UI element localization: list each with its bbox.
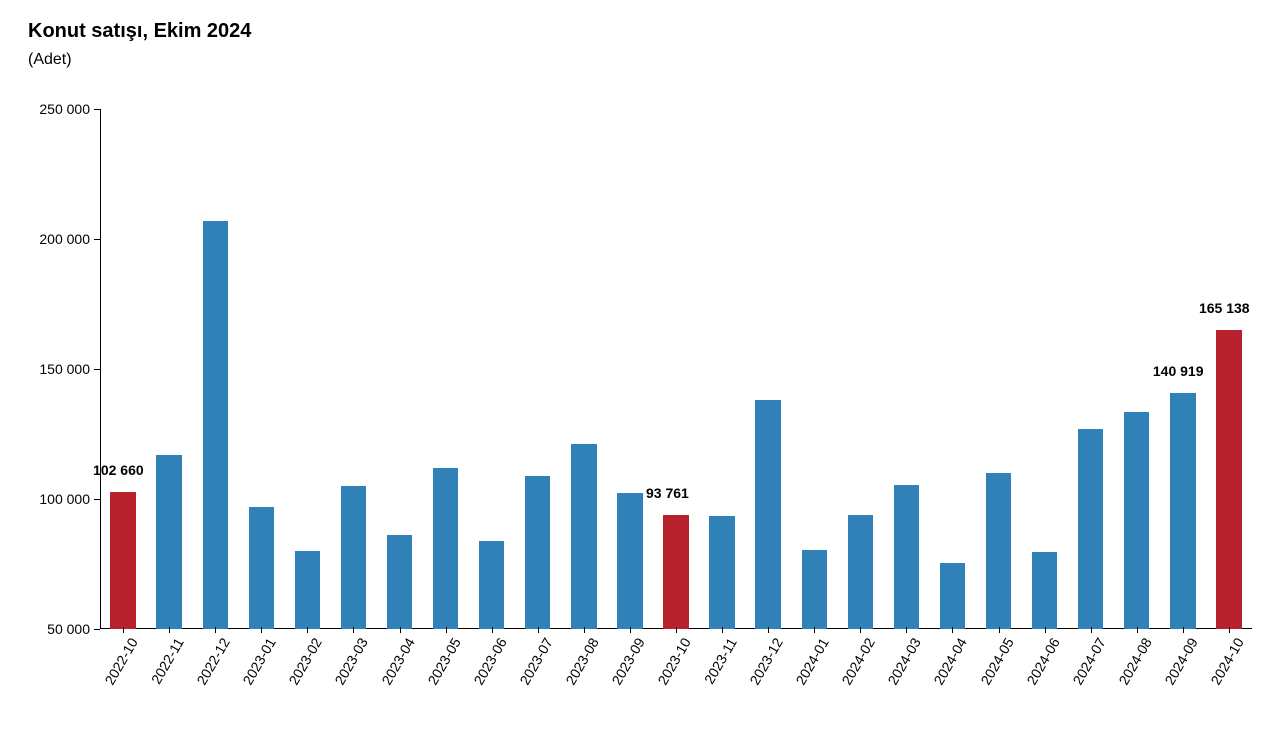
bar bbox=[1032, 552, 1057, 629]
bar bbox=[894, 485, 919, 629]
bar bbox=[387, 535, 412, 629]
bar bbox=[571, 444, 596, 629]
x-tick bbox=[215, 627, 216, 633]
x-tick bbox=[353, 627, 354, 633]
x-tick-label: 2023-11 bbox=[698, 635, 740, 691]
y-tick bbox=[94, 369, 100, 370]
plot-area: 102 66093 761140 919165 138 bbox=[100, 109, 1252, 629]
bar bbox=[986, 473, 1011, 629]
y-tick bbox=[94, 499, 100, 500]
bar bbox=[802, 550, 827, 629]
bar-value-label: 165 138 bbox=[1199, 300, 1250, 316]
bar bbox=[755, 400, 780, 629]
chart-subtitle: (Adet) bbox=[28, 51, 1252, 69]
bar bbox=[203, 221, 228, 629]
x-tick bbox=[768, 627, 769, 633]
x-tick-label: 2024-01 bbox=[790, 635, 832, 691]
y-tick-label: 200 000 bbox=[39, 231, 90, 247]
x-tick bbox=[261, 627, 262, 633]
x-tick-label: 2023-06 bbox=[468, 635, 510, 691]
x-tick bbox=[630, 627, 631, 633]
y-tick-label: 250 000 bbox=[39, 101, 90, 117]
bar-value-label: 102 660 bbox=[93, 462, 144, 478]
x-tick bbox=[446, 627, 447, 633]
bar bbox=[1216, 330, 1241, 629]
x-tick bbox=[676, 627, 677, 633]
bar bbox=[156, 455, 181, 629]
x-tick-label: 2024-07 bbox=[1067, 635, 1109, 691]
x-tick-label: 2024-05 bbox=[975, 635, 1017, 691]
x-tick-label: 2023-04 bbox=[376, 635, 418, 691]
x-tick bbox=[307, 627, 308, 633]
chart-title: Konut satışı, Ekim 2024 bbox=[28, 20, 1252, 43]
chart: 50 000 100 000 150 000 200 000 250 000 102 6… bbox=[28, 89, 1252, 709]
bar-value-label: 93 761 bbox=[646, 485, 689, 501]
bar bbox=[1170, 393, 1195, 629]
y-axis-line bbox=[100, 109, 101, 629]
y-tick-label: 150 000 bbox=[39, 361, 90, 377]
bar bbox=[525, 476, 550, 629]
x-tick-label: 2024-09 bbox=[1159, 635, 1201, 691]
x-axis-labels: 2022-102022-112022-122023-012023-022023-… bbox=[100, 631, 1252, 709]
x-tick bbox=[1045, 627, 1046, 633]
y-tick bbox=[94, 239, 100, 240]
x-tick bbox=[169, 627, 170, 633]
x-tick-label: 2022-11 bbox=[145, 635, 187, 691]
x-tick-label: 2023-02 bbox=[283, 635, 325, 691]
x-tick bbox=[400, 627, 401, 633]
bar bbox=[1078, 429, 1103, 629]
bar bbox=[663, 515, 688, 629]
x-tick-label: 2023-07 bbox=[514, 635, 556, 691]
x-tick bbox=[123, 627, 124, 633]
x-tick bbox=[492, 627, 493, 633]
x-tick bbox=[1137, 627, 1138, 633]
x-tick bbox=[952, 627, 953, 633]
bar bbox=[433, 468, 458, 629]
bar bbox=[848, 515, 873, 629]
x-tick-label: 2023-03 bbox=[329, 635, 371, 691]
bar bbox=[341, 486, 366, 629]
x-tick-label: 2024-03 bbox=[882, 635, 924, 691]
y-tick bbox=[94, 109, 100, 110]
x-tick bbox=[860, 627, 861, 633]
x-tick-label: 2023-09 bbox=[606, 635, 648, 691]
x-tick-label: 2023-08 bbox=[560, 635, 602, 691]
x-tick bbox=[814, 627, 815, 633]
y-tick-label: 100 000 bbox=[39, 491, 90, 507]
bar bbox=[295, 551, 320, 629]
x-tick-label: 2023-05 bbox=[422, 635, 464, 691]
bar bbox=[479, 541, 504, 629]
x-tick-label: 2023-01 bbox=[237, 635, 279, 691]
y-tick-label: 50 000 bbox=[47, 621, 90, 637]
x-tick bbox=[1229, 627, 1230, 633]
x-tick bbox=[584, 627, 585, 633]
x-tick bbox=[1183, 627, 1184, 633]
x-tick-label: 2024-08 bbox=[1113, 635, 1155, 691]
x-tick-label: 2022-12 bbox=[191, 635, 233, 691]
x-tick-label: 2024-10 bbox=[1205, 635, 1247, 691]
x-tick bbox=[906, 627, 907, 633]
y-axis: 50 000 100 000 150 000 200 000 250 000 bbox=[28, 89, 96, 709]
bar-value-label: 140 919 bbox=[1153, 363, 1204, 379]
x-tick bbox=[722, 627, 723, 633]
x-tick bbox=[999, 627, 1000, 633]
bar bbox=[1124, 412, 1149, 629]
bar bbox=[709, 516, 734, 629]
x-tick-label: 2023-10 bbox=[652, 635, 694, 691]
x-tick-label: 2024-06 bbox=[1021, 635, 1063, 691]
y-tick bbox=[94, 629, 100, 630]
x-tick-label: 2024-04 bbox=[928, 635, 970, 691]
bar bbox=[617, 493, 642, 630]
bar bbox=[110, 492, 135, 629]
x-tick bbox=[1091, 627, 1092, 633]
x-tick-label: 2022-10 bbox=[99, 635, 141, 691]
x-tick-label: 2023-12 bbox=[744, 635, 786, 691]
x-tick bbox=[538, 627, 539, 633]
bar bbox=[249, 507, 274, 629]
bar bbox=[940, 563, 965, 629]
x-tick-label: 2024-02 bbox=[836, 635, 878, 691]
